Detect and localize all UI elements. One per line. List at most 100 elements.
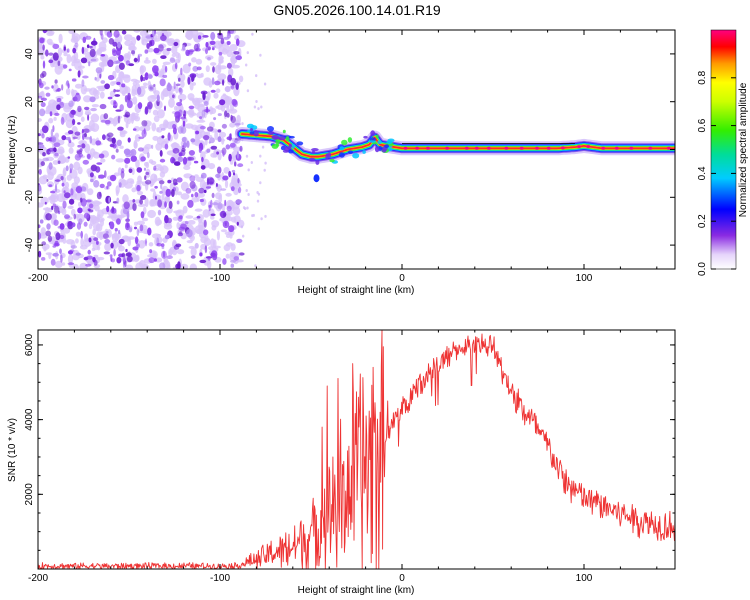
noise-speckle-faint [251,32,254,36]
noise-speckle [64,192,71,199]
noise-speckle [199,116,203,120]
noise-speckle [226,41,231,45]
noise-speckle [130,155,137,162]
noise-speckle [48,59,54,64]
noise-speckle-light [112,117,118,127]
noise-speckle [230,77,237,86]
noise-speckle [86,153,91,159]
noise-speckle [136,228,140,237]
noise-speckle [105,195,112,204]
noise-speckle-light [67,141,75,148]
noise-speckle [201,109,206,118]
noise-speckle [117,115,121,124]
noise-speckle [90,58,97,62]
noise-speckle-light [118,214,125,219]
noise-speckle [139,199,144,205]
noise-speckle-light [155,142,163,151]
noise-speckle [168,200,173,209]
noise-speckle [115,89,120,93]
noise-speckle [126,255,133,263]
noise-speckle [84,106,90,111]
noise-speckle [211,192,215,199]
noise-speckle [190,138,196,143]
x-tick-label: -200 [28,273,48,284]
ridge-peak [504,146,509,150]
noise-speckle-light [148,242,154,247]
noise-speckle-light [175,209,185,218]
noise-speckle [166,47,172,52]
noise-speckle-light [95,223,103,232]
noise-speckle [83,212,90,219]
ridge-blob [384,144,389,149]
noise-speckle [107,59,114,68]
noise-speckle [226,112,230,118]
noise-speckle-light [62,227,71,234]
noise-speckle [57,160,61,165]
noise-speckle [136,184,141,192]
noise-speckle [140,211,145,219]
noise-speckle [222,220,230,229]
noise-speckle [176,200,180,205]
noise-speckle-light [219,217,225,222]
noise-speckle [53,142,61,148]
noise-speckle [125,222,130,231]
ridge-blob [285,136,290,142]
noise-speckle-light [171,53,177,58]
noise-speckle-faint [264,161,267,165]
noise-speckle-light [211,220,220,228]
noise-speckle [79,148,83,152]
noise-speckle [90,178,94,183]
ridge-blob [375,134,379,139]
colorbar-tick-label: 0.0 [697,262,708,276]
noise-speckle [199,198,204,203]
noise-speckle [116,218,121,225]
noise-speckle [117,41,121,49]
noise-speckle-light [107,215,116,219]
noise-speckle [160,34,167,42]
noise-speckle [173,81,176,90]
noise-speckle-light [142,82,148,87]
noise-speckle [46,178,49,182]
noise-speckle [54,183,58,193]
noise-speckle-light [208,106,214,115]
noise-speckle [204,245,208,254]
x-tick-label: 0 [399,273,405,284]
noise-speckle-light [55,132,59,137]
noise-speckle-light [185,215,194,219]
noise-speckle [171,189,175,197]
noise-speckle [109,143,115,148]
noise-speckle [209,40,216,45]
noise-speckle [38,168,42,175]
noise-speckle [119,104,124,112]
noise-speckle [85,199,92,203]
noise-speckle [50,129,54,138]
ridge-blob [339,146,345,151]
noise-speckle [106,205,110,213]
noise-speckle [56,104,61,111]
noise-speckle [172,178,178,186]
ridge-blob [338,152,345,158]
noise-speckle [118,54,124,62]
noise-speckle [70,245,78,249]
noise-speckle [203,109,211,113]
noise-speckle-light [98,41,107,52]
noise-speckle [186,140,190,148]
noise-speckle-light [75,238,79,244]
noise-speckle [95,140,102,146]
noise-speckle [236,238,243,243]
ridge-blob [267,131,275,135]
noise-speckle [106,31,113,38]
noise-speckle-faint [260,217,263,221]
noise-speckle [148,84,154,92]
noise-speckle-light [77,65,85,69]
noise-speckle [125,252,132,257]
noise-speckle [194,191,199,198]
noise-speckle-light [215,105,219,109]
noise-speckle [112,41,118,47]
noise-speckle [200,165,206,170]
noise-speckle [89,48,96,58]
noise-speckle [93,180,100,188]
noise-speckle [98,153,105,159]
x-tick-label: -100 [210,273,230,284]
noise-speckle-light [216,184,222,193]
